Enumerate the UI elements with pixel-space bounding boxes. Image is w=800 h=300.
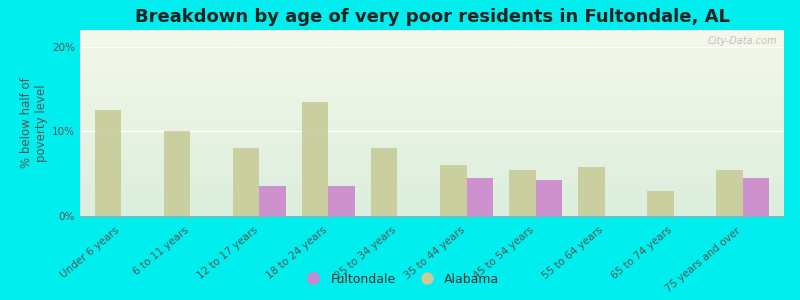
- Bar: [164, 131, 190, 216]
- Bar: [95, 110, 122, 216]
- Bar: [716, 169, 742, 216]
- Legend: Fultondale, Alabama: Fultondale, Alabama: [295, 268, 505, 291]
- Bar: [742, 178, 769, 216]
- Title: Breakdown by age of very poor residents in Fultondale, AL: Breakdown by age of very poor residents …: [134, 8, 730, 26]
- Bar: [466, 178, 493, 216]
- Text: City-Data.com: City-Data.com: [707, 36, 777, 46]
- Bar: [510, 169, 535, 216]
- Bar: [371, 148, 398, 216]
- Bar: [578, 167, 605, 216]
- Bar: [647, 190, 674, 216]
- Bar: [234, 148, 259, 216]
- Bar: [259, 186, 286, 216]
- Bar: [440, 165, 466, 216]
- Bar: [535, 181, 562, 216]
- Y-axis label: % below half of
poverty level: % below half of poverty level: [20, 78, 48, 168]
- Bar: [329, 186, 354, 216]
- Bar: [302, 102, 329, 216]
